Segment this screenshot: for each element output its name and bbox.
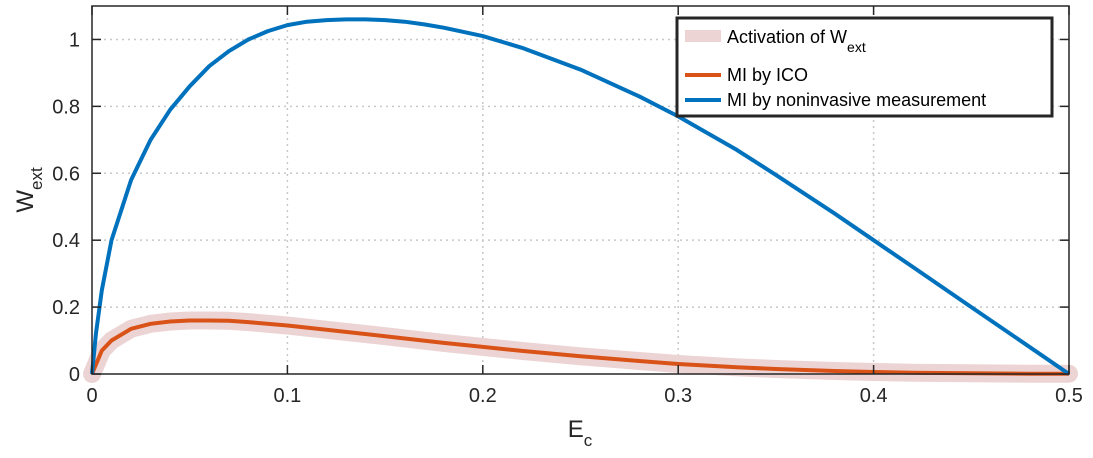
- legend-label-noninvasive: MI by noninvasive measurement: [727, 90, 986, 110]
- legend-box: [675, 16, 1054, 118]
- legend-swatch-activation: [685, 30, 721, 42]
- legend-label-activation: Activation of Wext: [727, 27, 866, 55]
- axes-box: [91, 5, 1070, 375]
- x-tick-label: 0: [86, 385, 97, 407]
- y-axis-title-main: W: [12, 190, 39, 213]
- series-mi-noninvasive-line: [90, 17, 1071, 376]
- x-tick-label: 0.2: [469, 385, 497, 407]
- x-axis-title: Ec: [568, 416, 593, 450]
- y-tick-label: 0.4: [52, 230, 80, 252]
- legend-label-activation-main: Activation of W: [727, 27, 847, 47]
- y-tick-label: 0.2: [52, 297, 80, 319]
- series-layer: [83, 17, 1078, 383]
- x-axis-title-subscript: c: [584, 431, 593, 450]
- y-axis-title: Wext: [12, 167, 46, 213]
- y-tick-label: 0.8: [52, 96, 80, 118]
- y-tick-label: 0: [69, 364, 80, 386]
- x-axis-title-main: E: [568, 416, 584, 443]
- x-tick-label: 0.4: [860, 385, 888, 407]
- legend: Activation of Wext MI by ICO MI by nonin…: [675, 16, 1054, 118]
- ticks: [91, 6, 1070, 375]
- legend-label-ico: MI by ICO: [727, 65, 808, 85]
- tick-labels: 0 0.1 0.2 0.3 0.4 0.5 0 0.2 0.4 0.6 0.8 1: [52, 29, 1083, 407]
- x-tick-label: 0.5: [1055, 385, 1083, 407]
- y-tick-label: 1: [69, 29, 80, 51]
- x-tick-label: 0.3: [664, 385, 692, 407]
- y-tick-label: 0.6: [52, 163, 80, 185]
- x-tick-label: 0.1: [273, 385, 301, 407]
- y-axis-title-subscript: ext: [27, 167, 46, 190]
- legend-label-activation-subscript: ext: [847, 39, 866, 55]
- series-mi-ico-line: [90, 318, 1069, 376]
